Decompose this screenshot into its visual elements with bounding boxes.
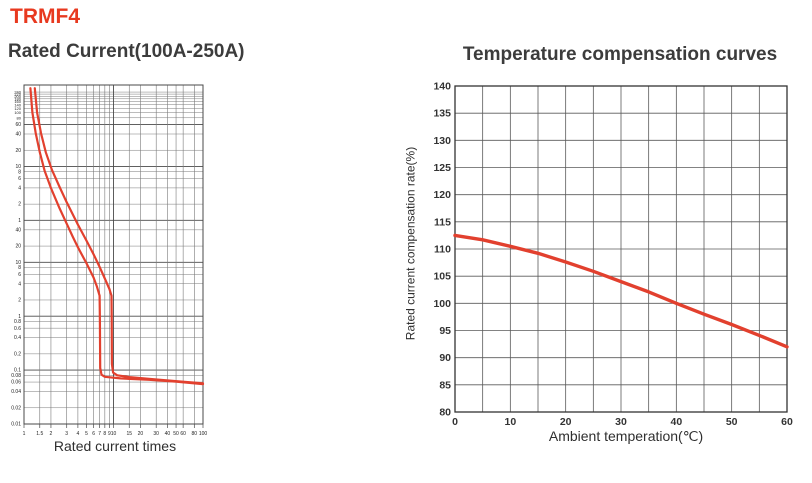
x-tick-label: 6 [92,431,95,437]
y-tick-label: 120 [14,106,21,111]
x-tick-label: 8 [103,431,106,437]
temp-chart-y-axis-label: Rated current compensation rate(%) [403,146,418,341]
y-tick-label: 0.6 [14,326,21,332]
y-tick-label: 1 [18,314,21,320]
y-tick-label: 8 [18,265,21,271]
y-tick-label: 125 [433,162,451,174]
x-tick-label: 20 [138,431,144,437]
y-tick-label: 135 [433,108,451,120]
x-tick-label: 20 [560,416,572,428]
plot-border [454,85,788,413]
trip-curve-max-trip-time [33,87,205,385]
y-tick-label: 0.4 [14,335,21,341]
x-tick-label: 10 [504,416,516,428]
y-tick-label: 85 [439,379,451,391]
y-tick-label: 2 [18,298,21,304]
x-tick-label: 50 [173,431,179,437]
x-tick-label: 9 [108,431,111,437]
y-tick-label: 0.8 [14,319,21,325]
x-tick-label: 1 [23,431,26,437]
y-tick-label: 6 [18,176,21,182]
x-tick-label: 60 [180,431,186,437]
x-tick-label: 0 [452,416,458,428]
x-tick-label: 15 [126,431,132,437]
y-tick-label: 8 [18,169,21,175]
y-tick-label: 4 [18,281,21,287]
y-tick-label: 130 [433,135,451,147]
y-tick-label: 60 [15,122,21,128]
x-tick-label: 40 [670,416,682,428]
y-tick-label: 80 [17,115,22,120]
x-tick-label: 2 [50,431,53,437]
x-tick-label: 30 [153,431,159,437]
compensation-curve [453,233,789,349]
y-tick-label: 240 [14,90,21,95]
trip-plot: 2402202001801601401201008060402010864214… [11,84,208,437]
trip-curve-chart-title: Rated Current(100A-250A) [8,41,245,62]
y-tick-label: 80 [439,407,451,419]
y-tick-label: 0.06 [11,380,21,386]
y-tick-label: 200 [14,94,21,99]
model-title: TRMF4 [10,5,80,28]
y-tick-label: 40 [15,227,21,233]
y-tick-label: 160 [14,99,21,104]
x-tick-label: 7 [98,431,101,437]
y-tick-label: 95 [439,325,451,337]
y-tick-label: 180 [14,96,21,101]
temp-chart-x-axis-label: Ambient temperation(℃) [548,428,704,444]
x-tick-label: 100 [199,431,208,437]
x-tick-label: 50 [726,416,738,428]
y-tick-label: 0.02 [11,405,21,411]
plot-border [23,84,204,425]
y-tick-label: 0.1 [14,368,21,374]
x-tick-label: 10 [111,431,117,437]
x-tick-label: 1.5 [36,431,43,437]
y-tick-label: 0.04 [11,389,21,395]
temperature-compensation-chart: 0 10 20 30 40 50 60 140 135 130 125 120 115 110 105 100… [433,81,793,429]
temp-chart-title: Temperature compensation curves [462,44,778,65]
x-tick-label: 40 [165,431,171,437]
x-tick-label: 80 [192,431,198,437]
y-tick-label: 140 [433,81,451,93]
y-tick-label: 100 [433,298,451,310]
y-tick-label: 120 [433,189,451,201]
x-tick-label: 5 [85,431,88,437]
y-tick-label: 140 [14,102,21,107]
y-tick-label: 0.08 [11,373,21,379]
y-tick-label: 10 [15,260,21,266]
x-tick-label: 3 [65,431,68,437]
x-tick-label: 30 [615,416,627,428]
y-tick-label: 90 [439,352,451,364]
y-tick-label: 100 [14,110,21,115]
y-tick-label: 0.2 [14,351,21,357]
y-tick-label: 20 [15,148,21,154]
y-tick-label: 0.01 [11,422,21,428]
y-tick-label: 220 [14,92,21,97]
y-tick-label: 1 [18,218,21,224]
temp-plot: 0 10 20 30 40 50 60 140 135 130 125 120 115 110 105 100… [433,81,793,429]
y-tick-label: 2 [18,202,21,208]
y-tick-label: 4 [18,186,21,192]
x-tick-label: 4 [76,431,79,437]
x-tick-label: 60 [781,416,793,428]
y-tick-label: 10 [15,164,21,170]
y-tick-label: 20 [15,244,21,250]
trip-curve-min-trip-time [29,87,205,386]
y-tick-label: 110 [434,244,451,256]
y-tick-label: 105 [433,271,451,283]
trip-curve-x-axis-label: Rated current times [53,438,177,454]
y-tick-label: 115 [434,216,451,228]
y-tick-label: 40 [15,132,21,138]
trip-curve-chart: 2402202001801601401201008060402010864214… [11,84,208,437]
y-tick-label: 6 [18,272,21,278]
